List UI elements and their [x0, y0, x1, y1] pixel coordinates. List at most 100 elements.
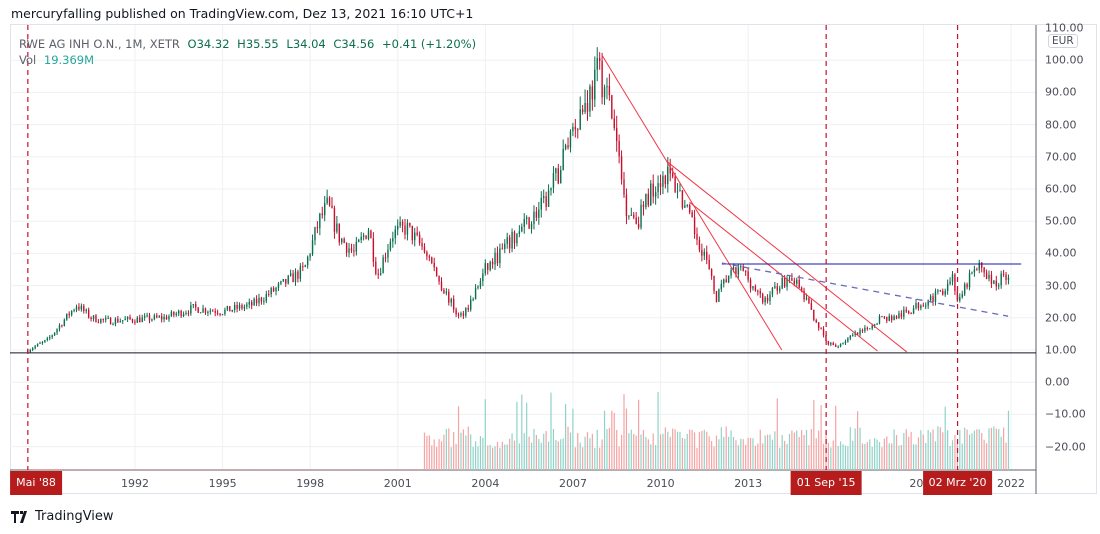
volume-bar	[358, 469, 360, 470]
volume-bar	[995, 428, 997, 470]
candle-body	[506, 237, 508, 244]
volume-bar	[922, 434, 924, 470]
date-marker-label[interactable]: Mai '88	[10, 471, 62, 495]
volume-bar	[830, 447, 832, 470]
candle-body	[973, 269, 976, 273]
candle-body	[238, 304, 241, 309]
volume-bar	[961, 443, 963, 470]
time-tick-label: 1992	[121, 477, 149, 490]
volume-bar	[273, 469, 275, 470]
candle-body	[518, 231, 521, 234]
volume-bar	[582, 447, 584, 470]
volume-bar	[874, 438, 876, 470]
volume-bar	[864, 443, 866, 470]
candle-body	[535, 211, 538, 218]
trendline	[601, 54, 783, 351]
candle-body	[105, 318, 107, 320]
volume-bar	[487, 445, 489, 470]
volume-bar	[501, 441, 503, 470]
candle-body	[311, 240, 314, 255]
currency-badge[interactable]: EUR	[1048, 34, 1078, 48]
price-tick-label: 80.00	[1045, 118, 1077, 132]
candle-body	[272, 288, 275, 292]
volume-bar	[504, 444, 506, 470]
candle-body	[579, 109, 581, 130]
volume-label[interactable]: Vol	[19, 53, 37, 67]
candle-body	[525, 217, 528, 219]
volume-bar	[720, 427, 722, 470]
volume-bar	[530, 442, 533, 470]
volume-bar	[543, 433, 545, 470]
volume-bar	[292, 469, 294, 470]
candle-body	[46, 338, 49, 341]
volume-bar	[891, 443, 893, 470]
candle-body	[70, 310, 73, 316]
candle-body	[920, 305, 922, 309]
candle-body	[779, 288, 781, 291]
candle-body	[32, 348, 34, 350]
tradingview-logo[interactable]: TradingView	[11, 509, 114, 524]
volume-bar	[871, 446, 873, 470]
candle-body	[97, 322, 100, 324]
candle-body	[282, 279, 285, 282]
candle-body	[95, 315, 97, 323]
candle-body	[34, 346, 36, 349]
volume-bar	[127, 469, 129, 470]
volume-bar	[684, 438, 686, 470]
candle-body	[513, 231, 516, 244]
candle-body	[735, 267, 737, 275]
price-tick-label: 60.00	[1045, 182, 1077, 196]
low-value: L34.04	[286, 37, 326, 51]
volume-bar	[246, 469, 248, 470]
volume-bar	[144, 469, 146, 470]
candle-body	[345, 242, 348, 253]
volume-bar	[331, 469, 333, 470]
time-tick-label: 1995	[208, 477, 237, 490]
volume-bar	[180, 469, 182, 470]
volume-bar	[565, 404, 567, 470]
volume-bar	[912, 444, 915, 470]
candle-body	[676, 191, 679, 193]
candle-body	[304, 265, 306, 267]
volume-bar	[380, 469, 382, 470]
candle-body	[817, 322, 820, 329]
volume-bar	[886, 436, 888, 470]
candle-body	[771, 287, 774, 295]
candle-body	[338, 223, 341, 243]
candle-body	[993, 280, 995, 284]
date-marker-label[interactable]: 01 Sep '15	[790, 471, 862, 495]
candle-body	[647, 193, 650, 206]
candle-body	[981, 262, 983, 268]
volume-bar	[200, 469, 202, 470]
volume-bar	[75, 469, 78, 470]
price-tick-label: 40.00	[1045, 246, 1077, 260]
candle-body	[608, 85, 611, 96]
volume-bar	[538, 439, 540, 470]
volume-bar	[776, 398, 778, 470]
volume-bar	[141, 469, 143, 470]
volume-bar	[693, 432, 696, 470]
candle-body	[727, 275, 730, 283]
volume-bar	[384, 469, 387, 470]
candle-body	[937, 290, 939, 292]
candle-body	[246, 304, 248, 307]
volume-bar	[124, 469, 126, 470]
volume-bar	[92, 469, 95, 470]
volume-bar	[859, 427, 861, 470]
volume-bar	[898, 445, 900, 470]
candle-body	[207, 311, 209, 313]
candle-body	[61, 325, 63, 327]
candle-body	[754, 286, 757, 291]
candle-body	[233, 304, 236, 310]
price-tick-label: 10.00	[1045, 343, 1077, 357]
volume-bar	[304, 469, 306, 470]
candle-body	[706, 251, 708, 260]
volume-bar	[847, 446, 849, 470]
close-value: C34.56	[333, 37, 375, 51]
volume-bar	[448, 428, 450, 470]
candle-body	[569, 131, 572, 148]
volume-bar	[265, 469, 267, 470]
symbol-name[interactable]: RWE AG INH O.N., 1M, XETR	[19, 37, 180, 51]
date-marker-label[interactable]: 02 Mrz '20	[922, 471, 993, 495]
